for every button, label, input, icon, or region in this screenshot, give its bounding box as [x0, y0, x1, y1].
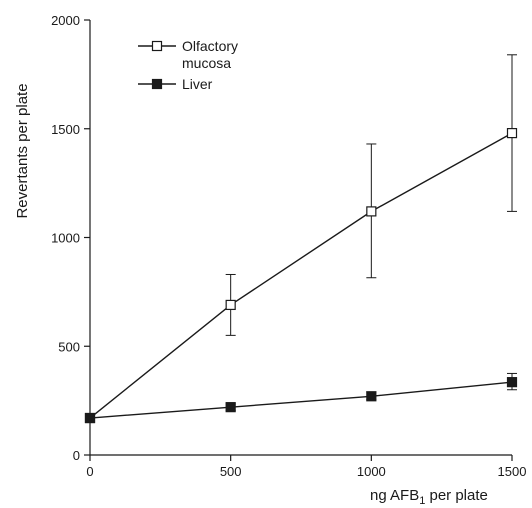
x-axis-label-suffix: per plate: [425, 487, 488, 504]
y-tick-label: 2000: [51, 13, 80, 28]
series-line-olfactory-mucosa: [89, 132, 513, 419]
x-axis-label: ng AFB1 per plate: [370, 487, 488, 507]
marker-olfactory-mucosa: [366, 206, 377, 217]
y-tick-label: 1500: [51, 122, 80, 137]
y-tick-label: 0: [73, 448, 80, 463]
x-tick-label: 500: [220, 464, 242, 479]
series-lines: [89, 132, 513, 419]
marker-olfactory-mucosa: [225, 299, 236, 311]
y-tick-label: 500: [58, 339, 80, 354]
legend-marker-liver: [151, 78, 163, 90]
y-axis-label: Revertants per plate: [14, 83, 31, 218]
marker-olfactory-mucosa: [506, 128, 518, 139]
legend-label-liver: Liver: [182, 76, 213, 92]
x-axis-label-main: ng AFB: [370, 487, 419, 504]
x-tick-label: 1500: [498, 464, 527, 479]
data-markers: [84, 128, 518, 424]
marker-liver: [225, 402, 236, 413]
error-bars: [85, 54, 517, 423]
x-axis-label-subscript: 1: [419, 495, 425, 507]
y-tick-label: 1000: [51, 231, 80, 246]
y-axis-ticks: 0 500 1000 1500 2000: [51, 13, 90, 463]
x-axis-ticks: 0 500 1000 1500: [86, 455, 526, 479]
x-tick-label: 0: [86, 464, 93, 479]
legend-label-olfactory-mucosa: mucosa: [182, 55, 231, 71]
legend-label-olfactory-mucosa: Olfactory: [182, 38, 238, 54]
marker-liver: [366, 391, 377, 402]
marker-liver: [506, 377, 518, 388]
legend-marker-olfactory-mucosa: [151, 40, 163, 52]
x-tick-label: 1000: [357, 464, 386, 479]
series-line-liver: [89, 381, 513, 419]
